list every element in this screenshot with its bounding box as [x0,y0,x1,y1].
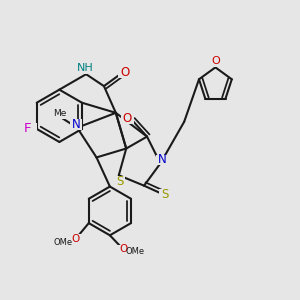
Bar [210,57,221,67]
Bar [70,119,82,130]
Text: N: N [72,118,81,130]
Text: S: S [161,188,169,201]
Bar [127,247,144,256]
Text: O: O [119,244,128,254]
Bar [51,109,68,118]
Text: S: S [116,175,123,188]
Bar [118,68,131,78]
Text: F: F [24,122,32,135]
Bar [121,113,134,124]
Text: O: O [122,112,131,125]
Bar [77,63,92,74]
Text: O: O [72,234,80,244]
Bar [117,244,129,253]
Bar [20,123,37,135]
Text: O: O [211,56,220,66]
Bar [54,238,72,247]
Text: O: O [120,66,130,79]
Bar [156,155,167,165]
Text: OMe: OMe [126,247,145,256]
Bar [113,176,125,185]
Text: N: N [158,153,167,166]
Bar [159,189,170,199]
Text: Me: Me [54,109,67,118]
Bar [70,234,81,243]
Text: NH: NH [77,63,94,73]
Text: OMe: OMe [54,238,73,247]
